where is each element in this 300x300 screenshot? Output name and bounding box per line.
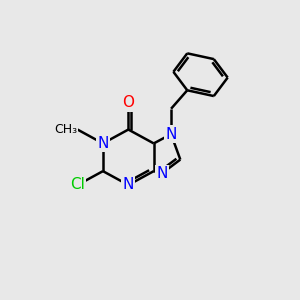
Text: N: N xyxy=(123,178,134,193)
Text: O: O xyxy=(122,95,134,110)
Text: N: N xyxy=(165,127,177,142)
Text: N: N xyxy=(156,166,167,181)
Text: Cl: Cl xyxy=(70,178,85,193)
Text: N: N xyxy=(97,136,109,151)
Text: CH₃: CH₃ xyxy=(54,123,77,136)
